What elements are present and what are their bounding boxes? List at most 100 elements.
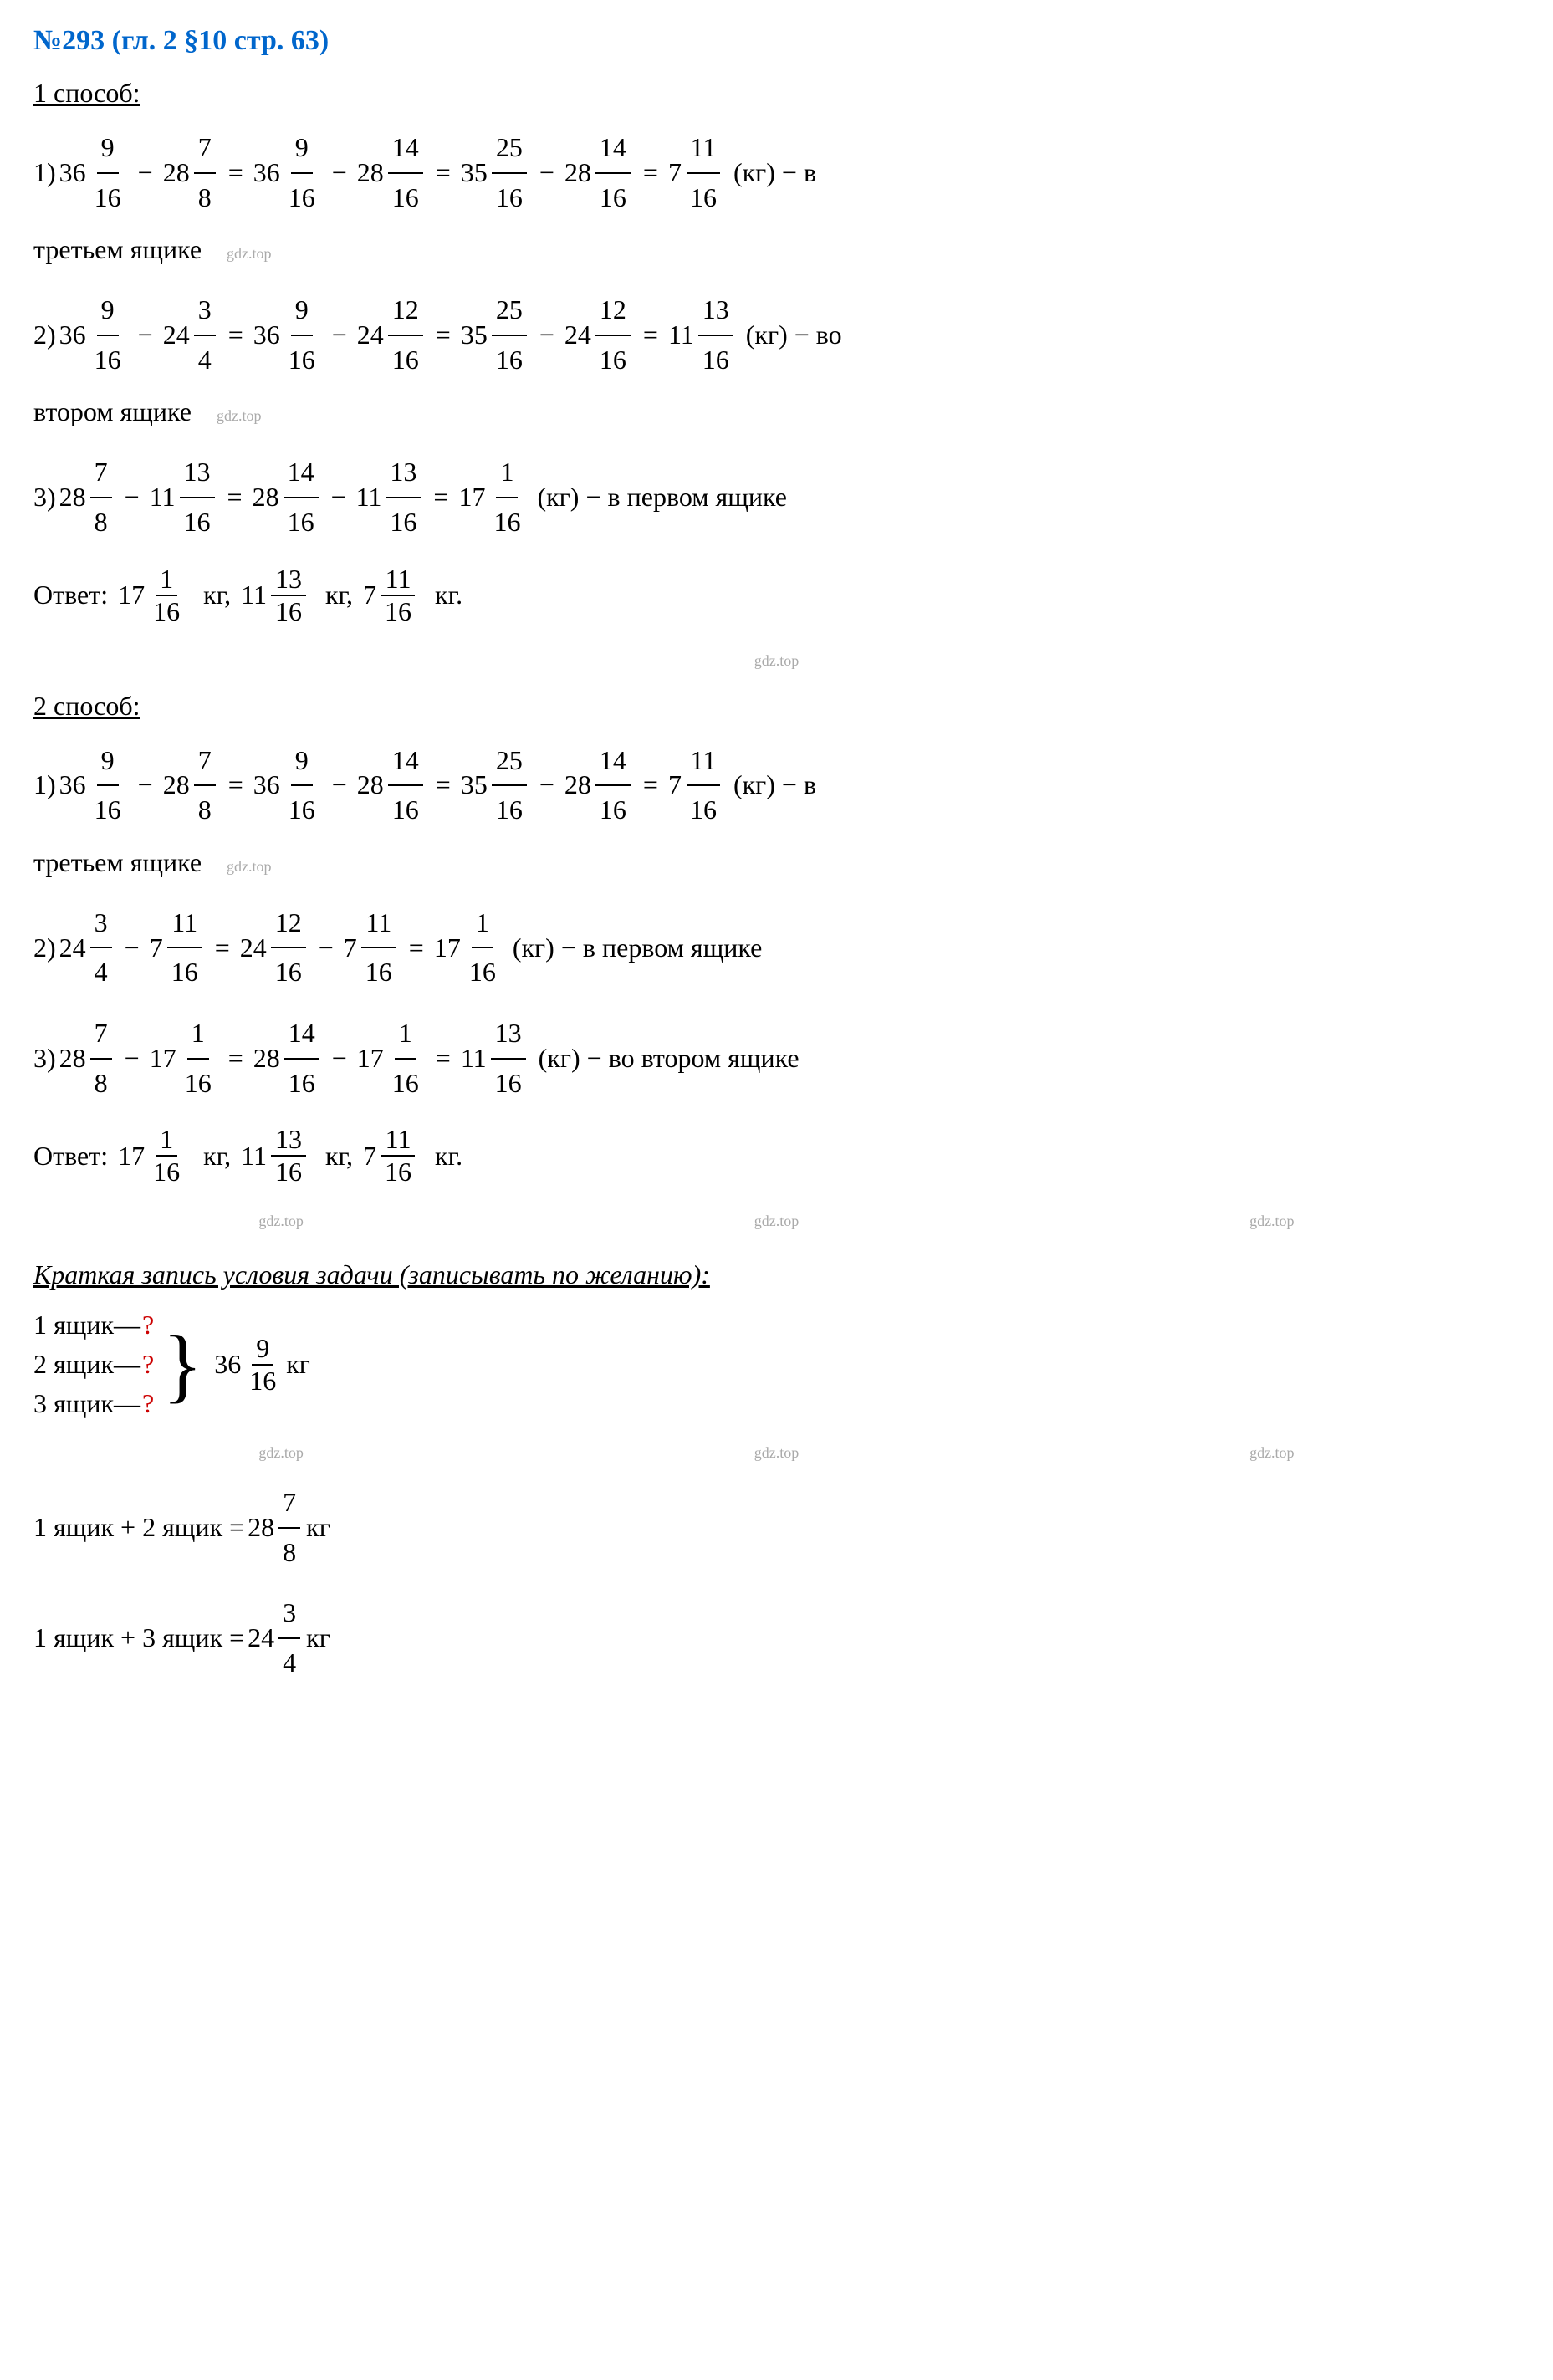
fraction: 9 16: [90, 124, 125, 222]
denominator: 16: [491, 1060, 526, 1108]
step-number: 3): [33, 1034, 56, 1083]
operator: −: [331, 473, 346, 522]
numerator: 9: [97, 286, 119, 336]
watermark: gdz.top: [754, 652, 799, 670]
denominator: 16: [181, 1060, 216, 1108]
whole: 17: [458, 473, 485, 522]
mixed-number: 24 3 4: [163, 286, 218, 384]
mixed-number: 36 9 16: [59, 737, 128, 835]
answer-content: 17 1 16 кг, 11 13 16 кг, 7 11 16 кг.: [108, 1124, 462, 1187]
mixed-number: 7 11 16: [668, 124, 723, 222]
mixed-number: 28 14 16: [253, 1009, 322, 1107]
mixed-number: 28 7 8: [59, 1009, 115, 1107]
numerator: 7: [194, 124, 216, 174]
denominator: 4: [90, 948, 112, 997]
whole: 24: [59, 924, 86, 973]
whole: 36: [59, 149, 86, 197]
step-number: 1): [33, 761, 56, 810]
numerator: 14: [595, 124, 631, 174]
text: кг,: [319, 1141, 360, 1171]
mixed-number: 17 1 16: [118, 564, 186, 627]
step-number: 1): [33, 149, 56, 197]
denominator: 4: [278, 1639, 300, 1688]
denominator: 16: [465, 948, 500, 997]
whole: 36: [214, 1349, 241, 1380]
denominator: 8: [194, 786, 216, 835]
watermark: gdz.top: [227, 245, 272, 262]
fraction: 25 16: [492, 124, 527, 222]
mixed-number: 35 25 16: [461, 286, 529, 384]
denominator: 16: [284, 786, 319, 835]
whole: 28: [564, 761, 591, 810]
step-number: 2): [33, 311, 56, 360]
watermark: gdz.top: [754, 1213, 799, 1230]
operator: −: [125, 924, 140, 973]
problem-title: №293 (гл. 2 §10 стр. 63): [33, 25, 1520, 57]
numerator: 1: [472, 899, 493, 949]
operator: −: [332, 761, 347, 810]
mixed-number: 35 25 16: [461, 124, 529, 222]
mixed-number: 11 13 16: [241, 564, 309, 627]
method2-steps: 1) 36 9 16 − 28 7 8 = 36 9 16 − 28 14 16…: [33, 737, 1520, 1108]
mixed-number: 17 1 16: [150, 1009, 218, 1107]
fraction: 12 16: [595, 286, 631, 384]
mixed-number: 11 13 16: [241, 1124, 309, 1187]
whole: 35: [461, 311, 488, 360]
whole: 17: [357, 1034, 384, 1083]
watermark: gdz.top: [258, 1444, 304, 1462]
denominator: 16: [381, 1157, 416, 1187]
denominator: 16: [90, 336, 125, 385]
box-row: 1 ящик— ?: [33, 1310, 154, 1341]
numerator: 9: [291, 737, 313, 787]
text: (кг) − в первом ящике: [513, 924, 762, 973]
whole: 28: [163, 761, 190, 810]
answer-content: 17 1 16 кг, 11 13 16 кг, 7 11 16 кг.: [108, 564, 462, 627]
fraction: 9 16: [90, 286, 125, 384]
numerator: 9: [291, 286, 313, 336]
fraction: 13 16: [491, 1009, 526, 1107]
fraction: 11 16: [381, 1124, 416, 1187]
numerator: 14: [284, 1009, 319, 1060]
fraction: 13 16: [386, 448, 421, 546]
denominator: 8: [90, 1060, 112, 1108]
denominator: 16: [388, 336, 423, 385]
mixed-number: 28 14 16: [564, 124, 633, 222]
numerator: 1: [156, 564, 177, 596]
whole: 17: [150, 1034, 176, 1083]
whole: 28: [564, 149, 591, 197]
whole: 24: [248, 1614, 274, 1662]
whole: 36: [253, 149, 280, 197]
whole: 24: [564, 311, 591, 360]
unit: кг: [306, 1504, 330, 1552]
method2-label: 2 способ:: [33, 691, 1520, 722]
method1-label: 1 способ:: [33, 78, 1520, 109]
mixed-number: 7 11 16: [668, 737, 723, 835]
watermark: gdz.top: [217, 407, 262, 424]
denominator: 8: [194, 174, 216, 222]
numerator: 1: [187, 1009, 209, 1060]
fraction: 13 16: [271, 564, 306, 627]
whole: 7: [150, 924, 163, 973]
numerator: 25: [492, 737, 527, 787]
fraction: 7 8: [90, 448, 112, 546]
step-continuation: третьем ящикеgdz.top: [33, 234, 1520, 265]
fraction: 13 16: [698, 286, 733, 384]
watermark: gdz.top: [754, 1444, 799, 1462]
operator: =: [643, 761, 658, 810]
mixed-number: 7 11 16: [363, 1124, 418, 1187]
whole: 24: [240, 924, 267, 973]
whole: 17: [118, 1141, 145, 1172]
numerator: 3: [278, 1589, 300, 1639]
operator: −: [138, 761, 153, 810]
fraction: 1 16: [181, 1009, 216, 1107]
operator: −: [125, 1034, 140, 1083]
denominator: 16: [492, 336, 527, 385]
text: (кг) − в: [733, 149, 816, 197]
fraction: 9 16: [284, 286, 319, 384]
summary-label: Краткая запись условия задачи (записыват…: [33, 1259, 1520, 1290]
denominator: 16: [271, 1157, 306, 1187]
operator: −: [138, 149, 153, 197]
step-continuation: третьем ящикеgdz.top: [33, 847, 1520, 878]
denominator: 16: [386, 498, 421, 547]
mixed-number: 11 13 16: [668, 286, 736, 384]
